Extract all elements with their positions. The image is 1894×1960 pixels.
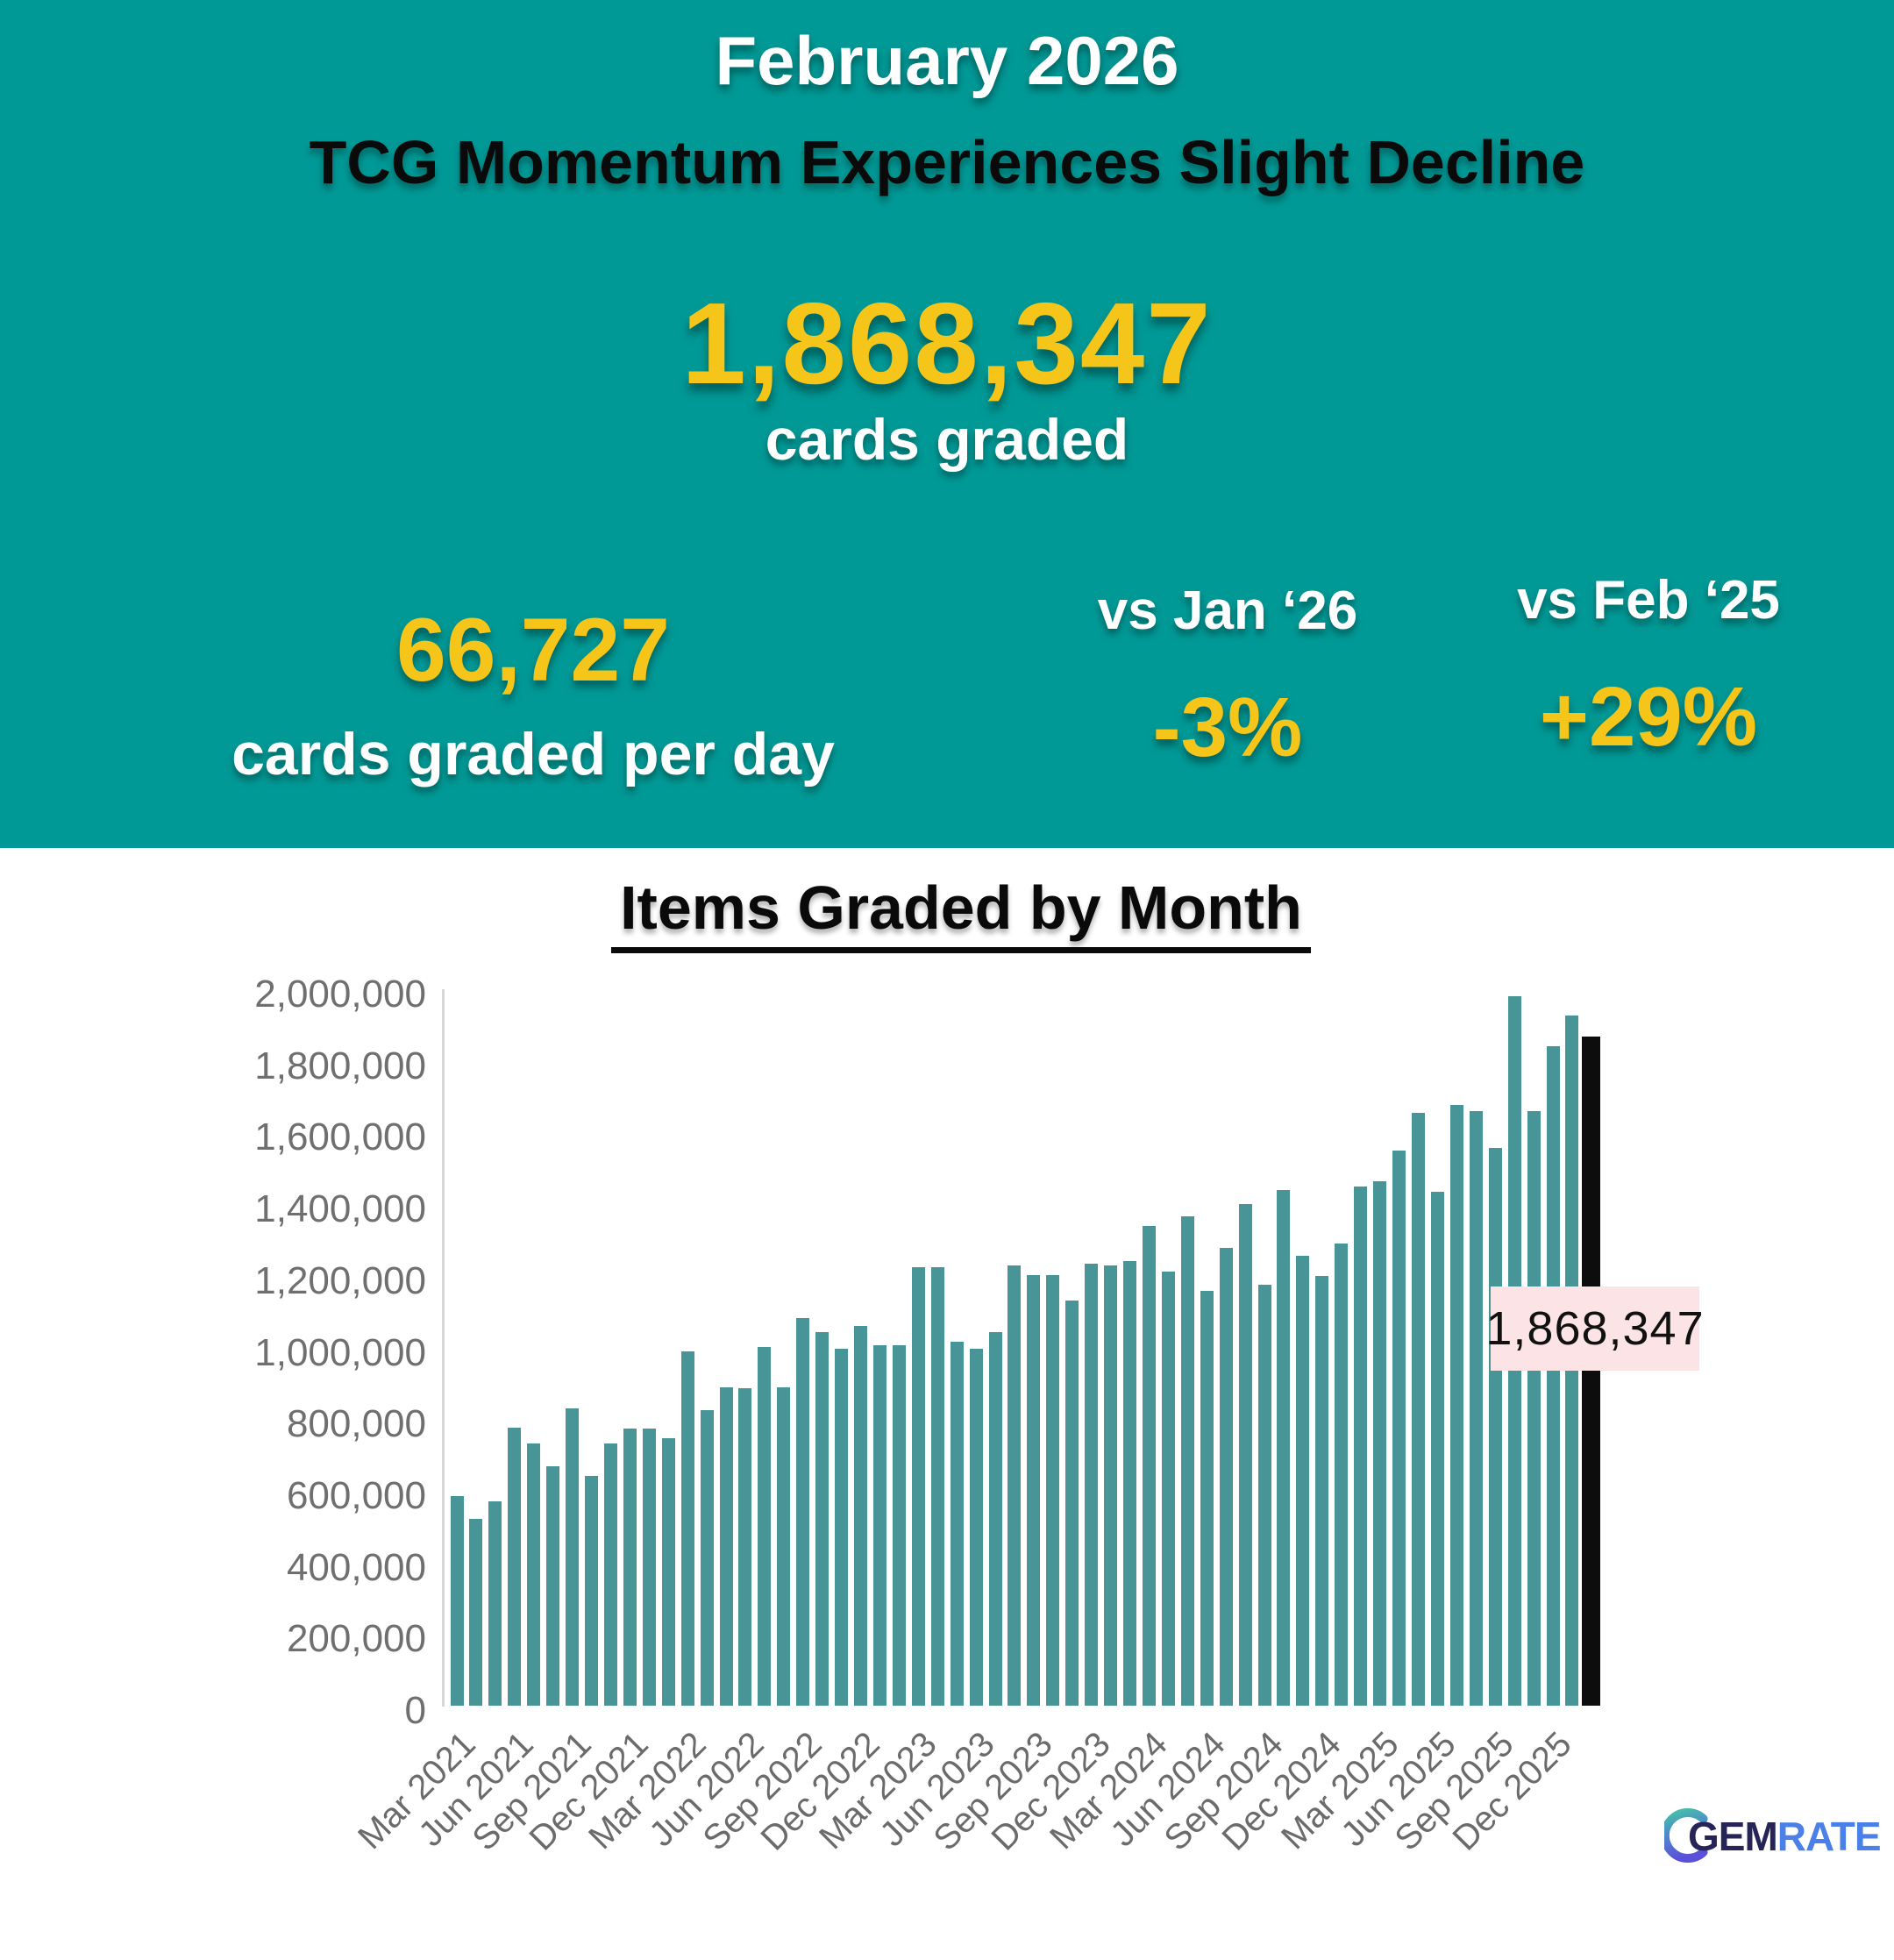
bar xyxy=(1238,1204,1252,1706)
bar xyxy=(700,1410,714,1706)
bar xyxy=(796,1318,810,1706)
bar xyxy=(930,1267,944,1706)
vs-prev-year-label: vs Feb ‘25 xyxy=(1517,570,1780,631)
y-axis-line xyxy=(442,989,445,1707)
bar xyxy=(1008,1265,1022,1706)
bar xyxy=(680,1351,694,1706)
y-tick-label: 2,000,000 xyxy=(254,973,426,1016)
vs-prev-month-label: vs Jan ‘26 xyxy=(1097,581,1358,641)
bar xyxy=(450,1496,464,1706)
bar xyxy=(1546,1046,1560,1706)
bar xyxy=(1412,1113,1425,1706)
bar xyxy=(1296,1256,1310,1706)
y-tick-label: 1,800,000 xyxy=(254,1044,426,1087)
bar xyxy=(950,1342,964,1706)
bar xyxy=(738,1388,752,1706)
bar xyxy=(527,1443,541,1706)
bar xyxy=(872,1345,886,1706)
y-tick-label: 1,200,000 xyxy=(254,1258,426,1302)
bar xyxy=(911,1267,925,1706)
y-tick-label: 1,600,000 xyxy=(254,1115,426,1159)
gemrate-logo: GEMRATE xyxy=(1664,1800,1883,1871)
bar xyxy=(1065,1301,1079,1706)
bar xyxy=(566,1408,580,1706)
bar xyxy=(835,1349,849,1706)
bar xyxy=(1430,1192,1444,1706)
chart-title: Items Graded by Month xyxy=(611,877,1311,953)
bar xyxy=(623,1429,637,1706)
cards-per-day-value: 66,727 xyxy=(396,600,670,700)
bar xyxy=(719,1387,733,1706)
bar xyxy=(1277,1190,1291,1706)
bar xyxy=(1104,1265,1118,1706)
bar xyxy=(988,1332,1002,1706)
bar xyxy=(1469,1111,1483,1706)
bar xyxy=(1142,1226,1156,1706)
total-cards-graded: 1,868,347 xyxy=(681,279,1213,408)
month-title: February 2026 xyxy=(715,22,1179,99)
bar xyxy=(585,1476,598,1706)
bar xyxy=(1449,1105,1463,1706)
highlight-annotation: 1,868,347 xyxy=(1485,1286,1704,1371)
y-tick-label: 600,000 xyxy=(286,1473,426,1517)
infographic: February 2026 TCG Momentum Experiences S… xyxy=(0,0,1894,1871)
header-section: February 2026 TCG Momentum Experiences S… xyxy=(0,0,1894,848)
bar xyxy=(546,1466,560,1706)
bar xyxy=(969,1349,983,1706)
y-tick-label: 0 xyxy=(404,1689,426,1732)
bar xyxy=(777,1387,791,1706)
bar xyxy=(892,1345,906,1706)
logo-wordmark: GEMRATE xyxy=(1688,1813,1882,1860)
bar xyxy=(1085,1264,1099,1706)
bar xyxy=(1315,1276,1329,1706)
y-tick-label: 1,400,000 xyxy=(254,1187,426,1231)
bar xyxy=(815,1332,830,1706)
y-tick-label: 200,000 xyxy=(286,1617,426,1661)
bar xyxy=(1180,1216,1194,1706)
bar xyxy=(758,1347,772,1706)
bar xyxy=(1161,1272,1175,1706)
total-cards-graded-label: cards graded xyxy=(765,407,1129,472)
headline: TCG Momentum Experiences Slight Decline xyxy=(309,128,1585,196)
bar xyxy=(603,1443,617,1706)
chart-title-wrap: Items Graded by Month xyxy=(0,877,1894,953)
bar xyxy=(1527,1111,1541,1706)
bar xyxy=(1219,1248,1233,1706)
bar xyxy=(1200,1291,1214,1706)
bar xyxy=(1488,1148,1502,1706)
vs-prev-year-value: +29% xyxy=(1539,670,1758,764)
vs-prev-month-value: -3% xyxy=(1152,681,1303,774)
bar xyxy=(1257,1285,1271,1706)
cards-per-day-label: cards graded per day xyxy=(231,721,835,788)
bar xyxy=(469,1519,483,1706)
bar xyxy=(1027,1275,1041,1706)
bar xyxy=(1392,1151,1406,1706)
y-tick-label: 400,000 xyxy=(286,1545,426,1589)
bar-plot xyxy=(443,989,1670,1706)
y-tick-label: 1,000,000 xyxy=(254,1330,426,1374)
bar xyxy=(508,1428,522,1706)
logo-rate-text: RATE xyxy=(1777,1814,1882,1859)
bar xyxy=(1354,1187,1368,1706)
bar xyxy=(1335,1244,1349,1706)
bar xyxy=(661,1438,675,1706)
highlight-bar xyxy=(1582,1037,1601,1706)
bar xyxy=(854,1326,868,1706)
bar xyxy=(1123,1261,1137,1706)
bar xyxy=(488,1501,502,1706)
bar xyxy=(1046,1275,1060,1706)
logo-gem-text: GEM xyxy=(1688,1814,1778,1859)
bar xyxy=(1373,1181,1387,1706)
bar xyxy=(642,1429,656,1706)
y-tick-label: 800,000 xyxy=(286,1402,426,1446)
